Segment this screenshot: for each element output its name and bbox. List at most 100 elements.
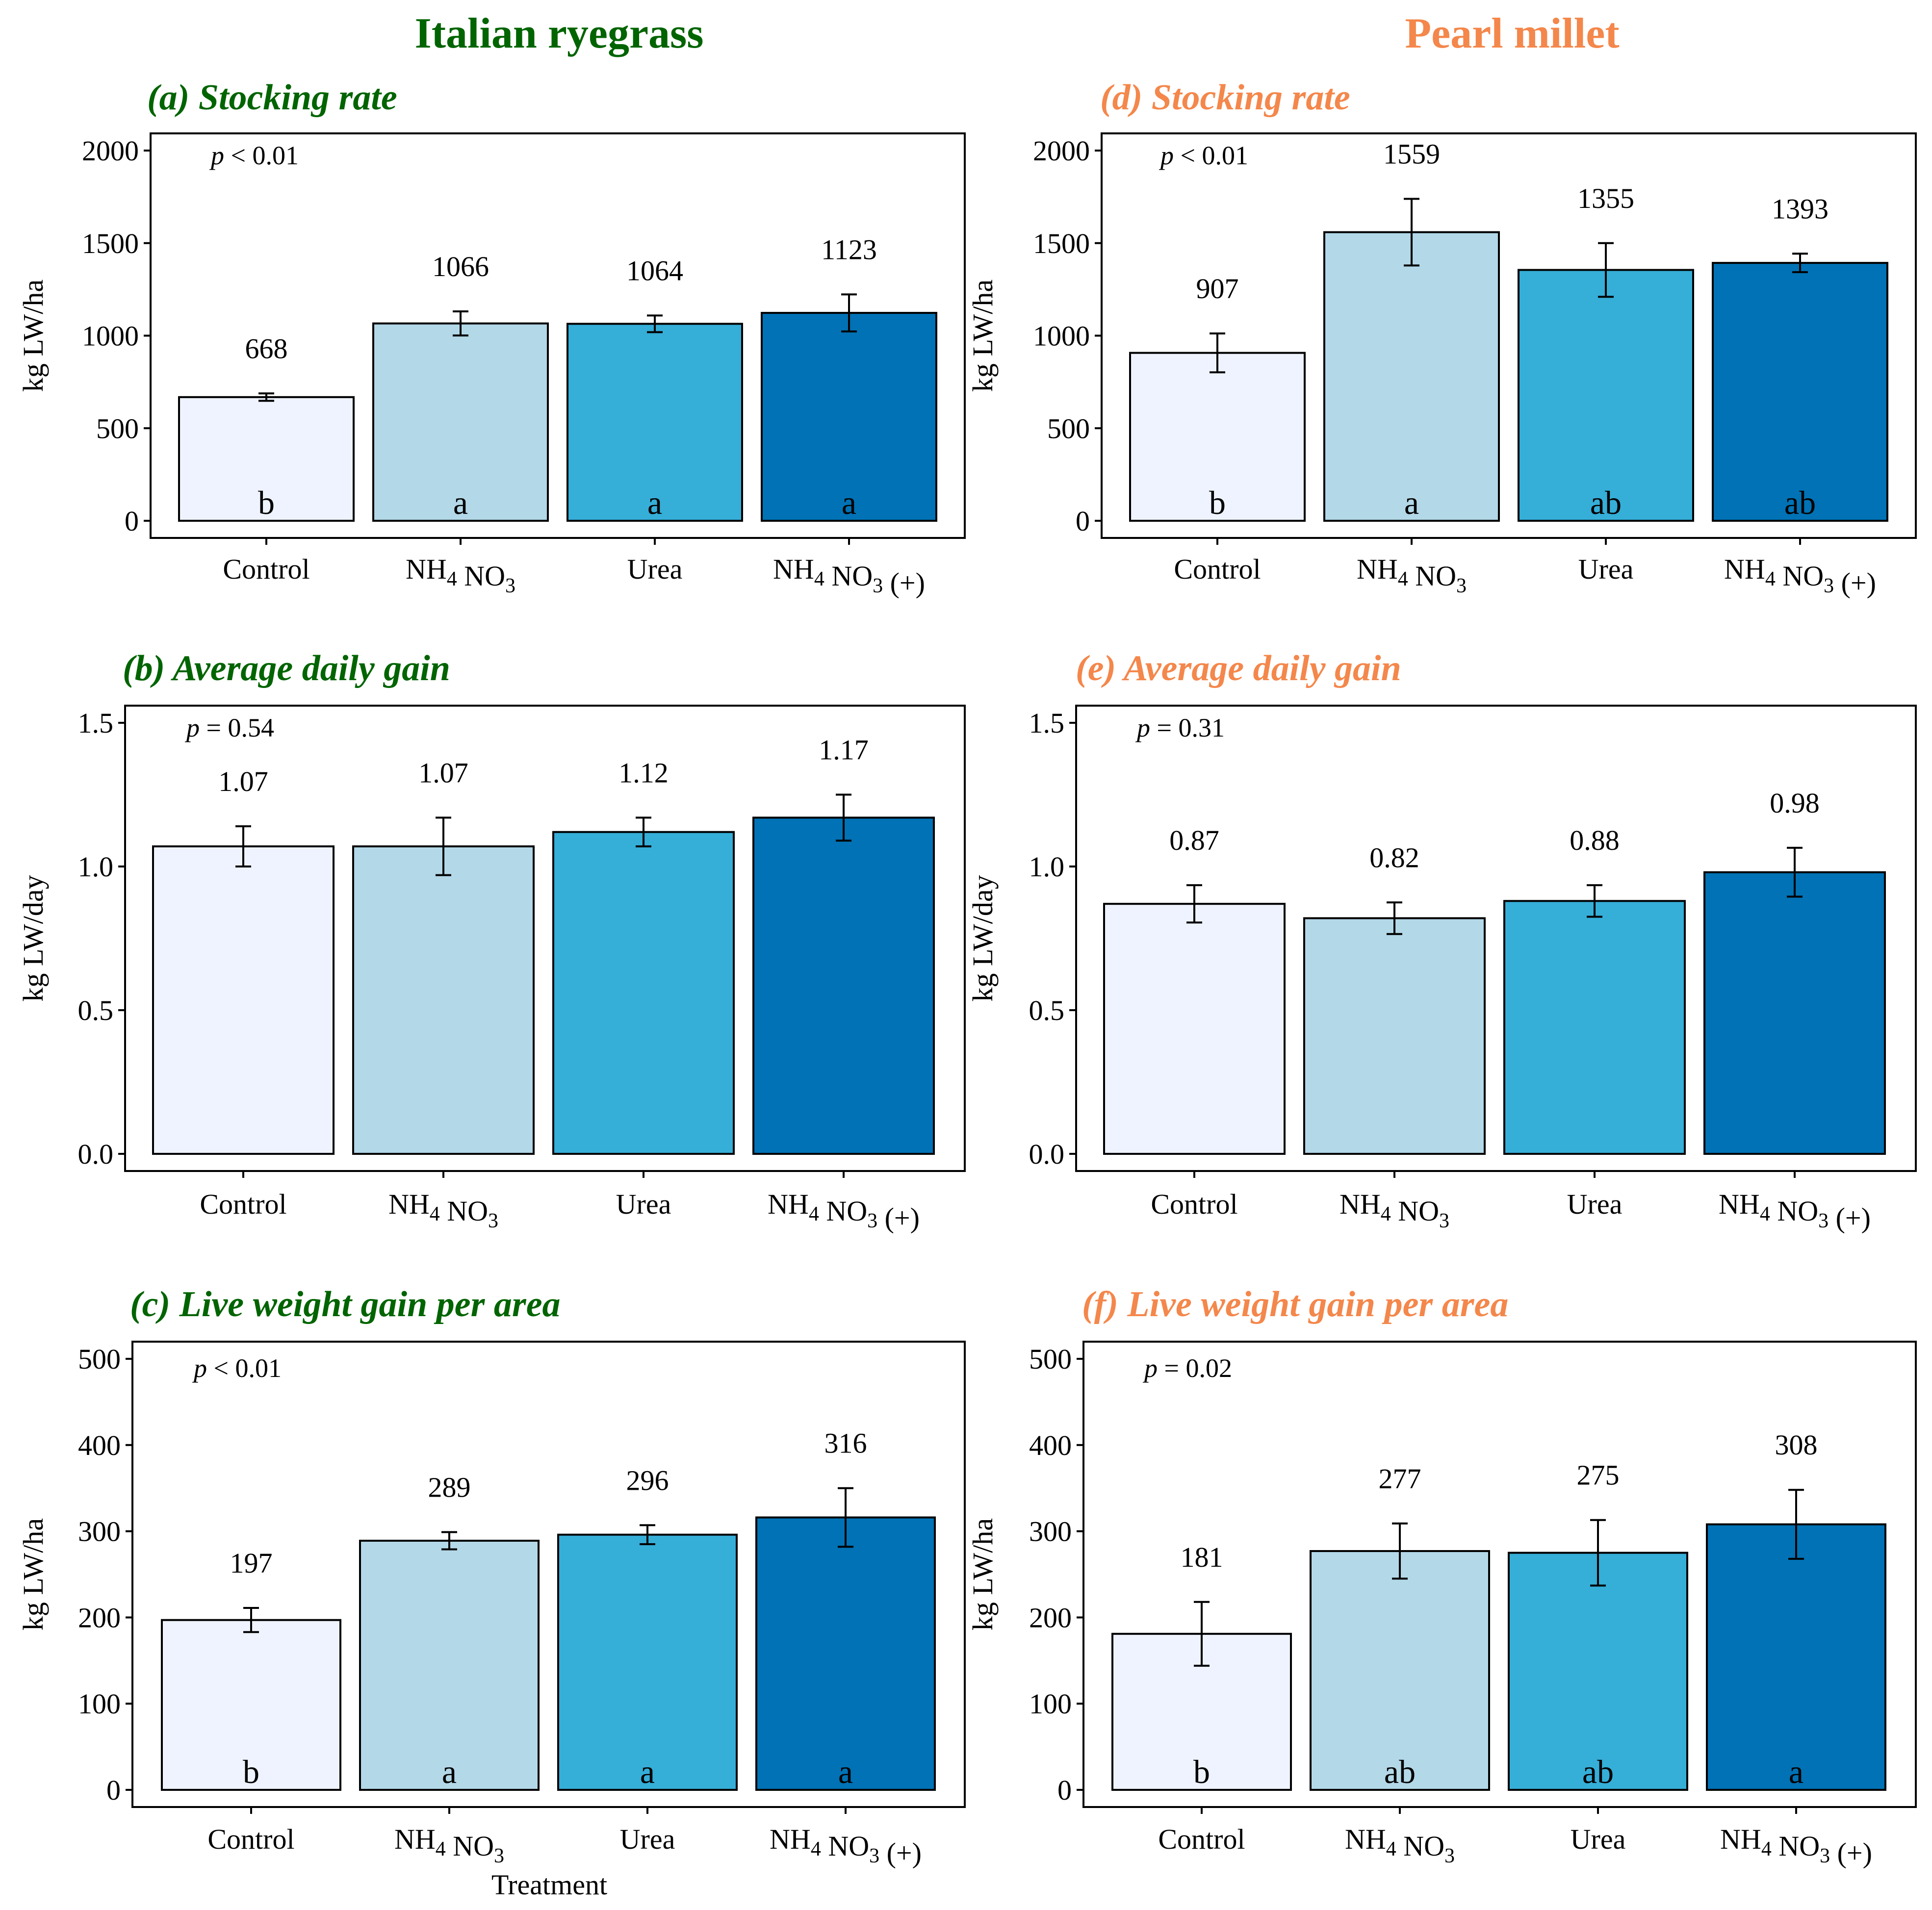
y-tick-label: 1000: [1033, 320, 1090, 352]
bar-4: [752, 816, 935, 1155]
value-label: 0.87: [1169, 824, 1219, 856]
y-tick-label: 1.0: [78, 851, 114, 883]
y-tick-label: 1.5: [1029, 707, 1065, 739]
p-value: p = 0.54: [184, 713, 274, 742]
column-title-pearl-millet: Pearl millet: [1405, 10, 1619, 57]
value-label: 1559: [1383, 138, 1440, 170]
panel-border: [1082, 1341, 1917, 1808]
significance-letter: a: [1404, 484, 1419, 521]
y-axis-title: kg LW/ha: [967, 1518, 999, 1630]
category-label: Urea: [620, 1823, 675, 1855]
category-label: NH4 NO3 (+): [770, 1823, 922, 1869]
panel-title: (b) Average daily gain: [123, 648, 450, 688]
value-label: 1393: [1772, 193, 1829, 225]
y-tick-label: 500: [96, 412, 139, 444]
value-label: 0.98: [1770, 787, 1820, 819]
bar-2: [372, 322, 549, 522]
category-label: NH4 NO3: [388, 1188, 498, 1232]
value-label: 316: [824, 1427, 867, 1459]
value-label: 275: [1577, 1459, 1620, 1491]
category-label: Urea: [1578, 553, 1634, 585]
significance-letter: ab: [1582, 1753, 1614, 1790]
bar-4: [1703, 871, 1886, 1155]
y-tick-label: 0: [125, 505, 139, 537]
category-label: NH4 NO3 (+): [1724, 553, 1876, 599]
panel-title: (d) Stocking rate: [1100, 77, 1350, 118]
significance-letter: a: [640, 1753, 655, 1790]
value-label: 668: [245, 332, 288, 364]
category-label: Control: [223, 553, 309, 585]
panel-f: (f) Live weight gain per area 0 100 200 300 4…: [967, 1284, 1917, 1869]
value-label: 907: [1196, 273, 1239, 305]
panel-title: (c) Live weight gain per area: [130, 1284, 561, 1324]
y-tick-label: 1500: [82, 228, 139, 259]
panel-border: [131, 1341, 966, 1808]
panel-title: (f) Live weight gain per area: [1082, 1284, 1508, 1324]
significance-letter: a: [453, 484, 468, 521]
value-label: 1.07: [418, 757, 468, 789]
significance-letter: a: [838, 1753, 853, 1790]
value-label: 1066: [432, 251, 489, 282]
significance-letter: a: [647, 484, 662, 521]
significance-letter: a: [1789, 1753, 1803, 1790]
bar-3: [567, 323, 743, 522]
category-label: NH4 NO3: [394, 1823, 504, 1867]
significance-letter: ab: [1590, 484, 1622, 521]
category-label: NH4 NO3: [1340, 1188, 1449, 1232]
panel-b: (b) Average daily gain 0.0 0.5 1.0 1.5 kg LW/…: [17, 648, 966, 1234]
bar-4: [755, 1516, 936, 1791]
p-value: p = 0.31: [1135, 713, 1225, 742]
significance-letter: a: [442, 1753, 457, 1790]
significance-letter: b: [1193, 1753, 1210, 1790]
category-label: NH4 NO3 (+): [1719, 1188, 1871, 1234]
bar-1: [1129, 352, 1306, 522]
panel-d: (d) Stocking rate 0 500 1000 1500 2000 kg LW/h…: [967, 77, 1917, 599]
category-label: Control: [1158, 1823, 1245, 1855]
column-title-italian-ryegrass: Italian ryegrass: [414, 10, 703, 57]
bar-3: [557, 1533, 738, 1791]
value-label: 296: [626, 1464, 669, 1496]
panel-c: (c) Live weight gain per area 0 100 200 300 4…: [17, 1284, 966, 1869]
y-tick-label: 500: [1029, 1343, 1072, 1375]
y-axis-title: kg LW/ha: [17, 280, 49, 392]
bar-1: [1103, 903, 1286, 1155]
y-tick-label: 400: [78, 1429, 121, 1461]
category-label: NH4 NO3 (+): [773, 553, 925, 599]
significance-letter: a: [842, 484, 856, 521]
category-label: Control: [200, 1188, 286, 1220]
value-label: 0.88: [1570, 824, 1620, 856]
y-tick-label: 400: [1029, 1429, 1072, 1461]
value-label: 1064: [626, 255, 683, 286]
p-value: p < 0.01: [1159, 141, 1248, 170]
bar-4: [1712, 262, 1888, 522]
bar-4: [1706, 1523, 1886, 1791]
category-label: NH4 NO3: [1357, 553, 1467, 597]
category-label: NH4 NO3: [406, 553, 515, 597]
y-tick-label: 500: [78, 1343, 121, 1375]
y-tick-label: 0.0: [1029, 1138, 1065, 1170]
y-tick-label: 0.0: [78, 1138, 114, 1170]
value-label: 1355: [1577, 182, 1634, 214]
y-tick-label: 200: [78, 1602, 121, 1633]
panel-border: [1075, 705, 1917, 1172]
value-label: 0.82: [1369, 841, 1419, 873]
y-tick-label: 1000: [82, 320, 139, 352]
y-axis-title: kg LW/ha: [967, 280, 999, 392]
bar-2: [1323, 231, 1500, 522]
value-label: 181: [1181, 1541, 1223, 1573]
y-tick-label: 1.5: [78, 707, 114, 739]
category-label: Control: [1174, 553, 1261, 585]
y-tick-label: 100: [1029, 1688, 1072, 1720]
bar-1: [152, 845, 335, 1155]
category-label: Urea: [616, 1188, 671, 1220]
y-tick-label: 0.5: [1029, 994, 1065, 1026]
bar-4: [761, 312, 937, 522]
panel-a: (a) Stocking rate 0 500 1000 1500 2000 kg LW/h…: [17, 77, 966, 599]
panel-title: (e) Average daily gain: [1076, 648, 1401, 688]
p-value: p < 0.01: [192, 1353, 282, 1383]
y-axis-title: kg LW/ha: [17, 1518, 49, 1630]
category-label: Urea: [627, 553, 683, 585]
category-label: NH4 NO3 (+): [1720, 1823, 1872, 1869]
y-tick-label: 0: [1057, 1774, 1072, 1806]
